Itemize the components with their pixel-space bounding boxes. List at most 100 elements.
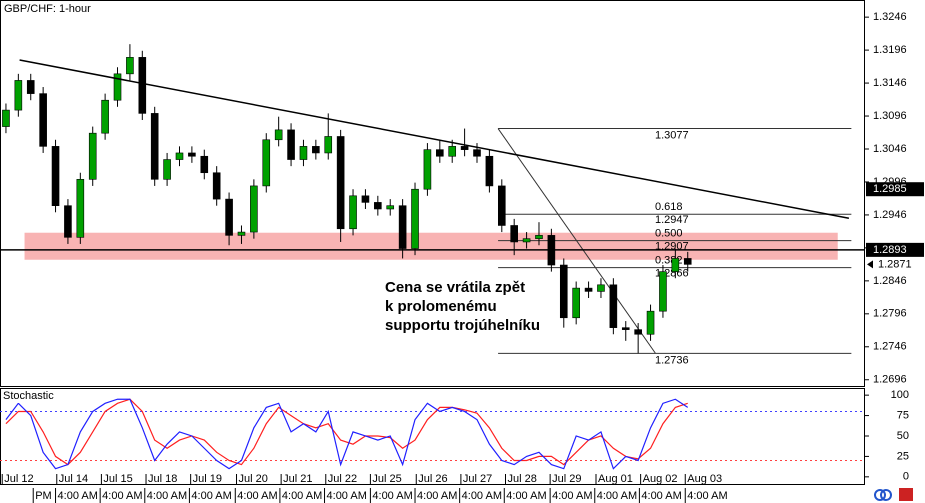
x-tick-label: 4:00 AM — [597, 490, 637, 502]
fib-ratio: 0.500 — [655, 228, 683, 240]
fib-price: 1.3077 — [655, 129, 689, 141]
y-tick-label: 25 — [897, 450, 909, 462]
candle-body — [485, 155, 494, 187]
x-tick-label: 4:00 AM — [327, 490, 367, 502]
candle-body — [361, 195, 370, 203]
x-tick-label: Jul 27 — [463, 473, 492, 485]
candle-body — [64, 205, 72, 238]
x-tick-label: 4:00 AM — [552, 490, 592, 502]
x-tick-label: Jul 26 — [418, 473, 447, 485]
price-marker — [866, 182, 924, 197]
y-tick-label: 50 — [897, 430, 909, 442]
y-tick-label: 1.2696 — [873, 374, 907, 386]
candle-body — [237, 231, 246, 236]
candle-body — [510, 225, 518, 243]
x-tick-label: Jul 15 — [103, 473, 132, 485]
candle-body — [497, 185, 506, 226]
x-tick-label: Jul 21 — [283, 473, 312, 485]
candle-body — [101, 99, 109, 134]
y-tick-label: 1.3146 — [873, 77, 907, 89]
candle-body — [683, 258, 692, 265]
x-tick-label: Jul 12 — [4, 473, 33, 485]
candle-body — [473, 149, 481, 157]
indicator-title: Stochastic — [3, 390, 54, 402]
chart-title: GBP/CHF: 1-hour — [4, 3, 91, 15]
price-marker — [866, 242, 924, 257]
candle-body — [659, 271, 667, 312]
candle-body — [646, 310, 655, 335]
support-zone — [24, 232, 838, 260]
candle-body — [200, 155, 209, 174]
candle-body — [336, 136, 345, 230]
candle-body — [287, 129, 295, 160]
candle-body — [349, 195, 357, 230]
candle-body — [76, 179, 85, 238]
candle-body — [559, 264, 568, 319]
x-tick-label: 4:00 AM — [372, 490, 412, 502]
y-tick-label: 1.2846 — [873, 275, 907, 287]
indicator-pane — [0, 388, 865, 485]
trendline — [19, 59, 850, 219]
y-tick-label: 1.3046 — [873, 143, 907, 155]
x-tick-label: 4:00 AM — [687, 490, 727, 502]
current-price-arrow — [867, 260, 873, 269]
candle-body — [163, 159, 171, 180]
candle-body — [547, 235, 556, 266]
candle-body — [39, 93, 47, 147]
x-tick-label: 4:00 AM — [58, 490, 98, 502]
y-tick-label: 100 — [891, 389, 909, 401]
x-tick-label: PM — [35, 490, 52, 502]
candle-body — [423, 149, 432, 190]
fib-ratio: 0.618 — [655, 201, 683, 213]
candle-body — [225, 198, 233, 236]
current-price-label: 1.2871 — [878, 258, 912, 270]
x-tick-label: 4:00 AM — [191, 490, 231, 502]
candle-body — [448, 146, 457, 157]
candle-body — [138, 57, 147, 114]
candle-body — [436, 149, 444, 157]
candle-body — [411, 188, 419, 249]
x-tick-label: Jul 18 — [148, 473, 177, 485]
x-tick-label: 4:00 AM — [282, 490, 322, 502]
candle-body — [14, 80, 23, 111]
candle-body — [126, 57, 134, 75]
candle-body — [262, 139, 271, 187]
x-tick-label: Aug 02 — [643, 473, 678, 485]
y-tick-label: 1.3196 — [873, 44, 907, 56]
x-tick-label: Jul 14 — [59, 473, 88, 485]
candle-body — [2, 109, 10, 127]
candle-body — [26, 80, 35, 94]
candle-body — [671, 258, 680, 272]
x-tick-label: Jul 28 — [508, 473, 537, 485]
candle-body — [584, 287, 593, 292]
fib-price: 1.2736 — [655, 354, 689, 366]
candle-body — [398, 205, 407, 249]
candle-body — [535, 235, 543, 239]
icon[interactable] — [880, 489, 892, 501]
fib-price: 1.2947 — [655, 214, 689, 226]
x-tick-label: Jul 19 — [193, 473, 222, 485]
x-tick-label: Jul 22 — [328, 473, 357, 485]
main-plot: 1.30771.27360.6181.29470.5001.29070.3821… — [0, 44, 865, 366]
x-tick-label: Aug 03 — [687, 473, 722, 485]
x-tick-label: Jul 29 — [552, 473, 581, 485]
y-tick-label: 0 — [903, 471, 909, 483]
y-tick-label: 1.3096 — [873, 110, 907, 122]
candle-body — [460, 146, 469, 150]
x-tick-label: Aug 01 — [598, 473, 633, 485]
stochastic-line — [5, 398, 688, 466]
candle-body — [312, 146, 320, 154]
y-tick-label: 1.3246 — [873, 11, 907, 23]
y-tick-label: 75 — [897, 409, 909, 421]
fib-price: 1.2907 — [655, 241, 689, 253]
candle-body — [386, 205, 395, 210]
title-bg — [1, 1, 95, 17]
icon[interactable] — [874, 489, 886, 501]
candle-body — [324, 136, 333, 154]
candle-body — [212, 172, 221, 200]
candle-body — [274, 129, 283, 141]
icon[interactable] — [899, 488, 913, 501]
toolbar-icons[interactable] — [874, 488, 913, 501]
